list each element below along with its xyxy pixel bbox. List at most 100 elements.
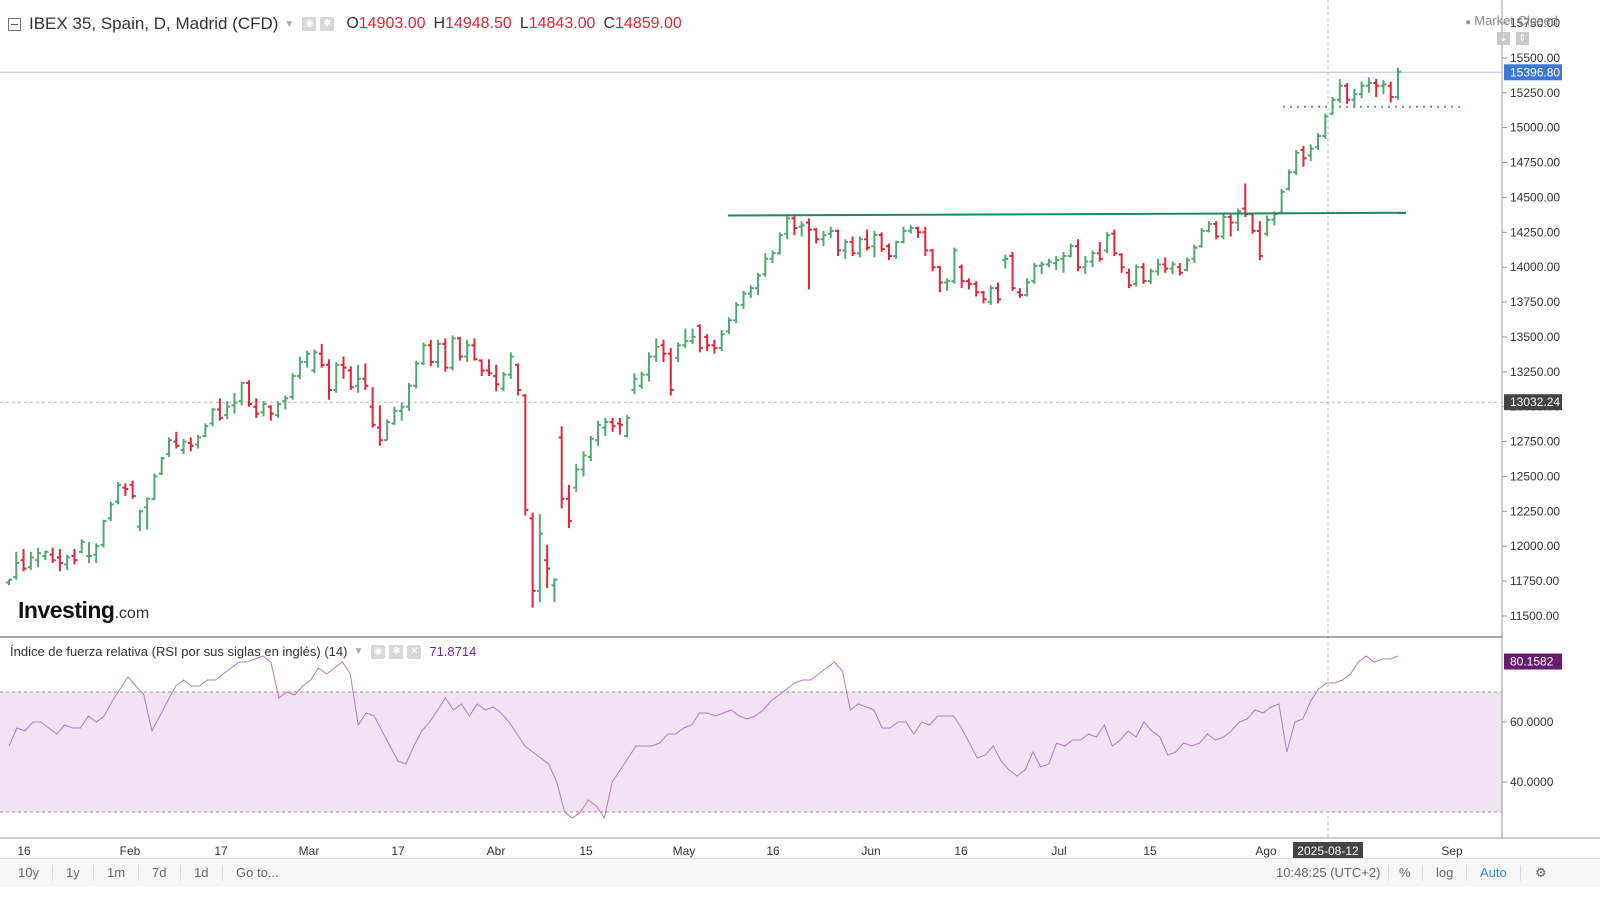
log-scale-button[interactable]: log xyxy=(1436,865,1454,880)
rsi-title[interactable]: Índice de fuerza relativa (RSI por sus s… xyxy=(10,644,348,659)
ohlc-bar xyxy=(1380,80,1387,95)
ohlc-bar xyxy=(798,221,805,237)
crosshair-price-label: 13032.24 xyxy=(1510,395,1560,409)
auto-scale-button[interactable]: Auto xyxy=(1480,865,1507,880)
ohlc-bar xyxy=(907,225,914,234)
ohlc-bar xyxy=(1089,250,1096,268)
collapse-icon[interactable] xyxy=(8,17,21,31)
ohlc-bar xyxy=(1104,232,1111,254)
ohlc-bar xyxy=(13,551,20,580)
time-tick-label: 17 xyxy=(214,844,228,858)
ohlc-bar xyxy=(202,423,209,438)
ohlc-bar xyxy=(275,401,282,418)
chevron-down-icon[interactable]: ▼ xyxy=(284,18,295,30)
range-10y-button[interactable]: 10y xyxy=(18,865,39,880)
gear-icon[interactable]: ✱ xyxy=(389,644,404,659)
ohlc-bar xyxy=(340,356,347,379)
ohlc-bar xyxy=(1205,221,1212,233)
ohlc-bar xyxy=(1220,214,1227,240)
ohlc-bar xyxy=(1031,262,1038,284)
ohlc-bar xyxy=(442,338,449,372)
ohlc-bar xyxy=(1075,239,1082,272)
ohlc-bar xyxy=(1300,145,1307,167)
close-icon[interactable]: ✕ xyxy=(407,644,422,659)
ohlc-bar xyxy=(1249,212,1256,234)
market-status-label: Market Closed xyxy=(1474,13,1558,28)
rsi-last-label: 80.1582 xyxy=(1510,655,1554,669)
ohlc-bar xyxy=(878,232,885,252)
ohlc-bar xyxy=(304,350,311,368)
range-1d-button[interactable]: 1d xyxy=(194,865,209,880)
ohlc-bar xyxy=(311,349,318,374)
ohlc-bar xyxy=(856,236,863,258)
ohlc-bar xyxy=(405,382,412,411)
ohlc-bar xyxy=(376,405,383,446)
percent-scale-button[interactable]: % xyxy=(1399,865,1411,880)
visibility-icon[interactable]: ◉ xyxy=(371,644,386,659)
ohlc-bar xyxy=(689,328,696,344)
ohlc-high-value: 14948.50 xyxy=(445,15,512,32)
ohlc-bar xyxy=(580,451,587,477)
resistance-trendline xyxy=(727,211,1407,217)
range-1m-button[interactable]: 1m xyxy=(107,865,126,880)
settings-gear-icon[interactable]: ⚙ xyxy=(1535,865,1547,880)
goto-button[interactable]: Go to... xyxy=(236,865,279,880)
gear-icon[interactable]: ✱ xyxy=(320,17,335,31)
logo-name: Investing xyxy=(18,597,115,623)
ohlc-bar xyxy=(1351,88,1358,109)
range-7d-button[interactable]: 7d xyxy=(152,865,167,880)
ohlc-bar xyxy=(776,232,783,255)
chevron-down-icon[interactable]: ▼ xyxy=(353,646,364,657)
ohlc-bar xyxy=(6,578,12,586)
range-1y-button[interactable]: 1y xyxy=(66,865,80,880)
symbol-title[interactable]: IBEX 35, Spain, D, Madrid (CFD) xyxy=(29,14,279,33)
time-tick-label: Abr xyxy=(487,844,506,858)
ohlc-bar xyxy=(362,363,369,390)
ohlc-bar xyxy=(1278,189,1285,215)
ohlc-bar xyxy=(638,371,645,389)
ohlc-bar xyxy=(1235,208,1242,231)
ohlc-bar xyxy=(158,456,165,476)
ohlc-bar xyxy=(253,398,260,418)
ohlc-bar xyxy=(1045,258,1052,268)
ohlc-bar xyxy=(595,420,602,446)
ohlc-bar xyxy=(616,417,623,435)
arrow-up-down-icon[interactable]: ⇕ xyxy=(1516,32,1529,45)
ohlc-bar xyxy=(173,431,180,449)
arrow-down-icon[interactable]: ⇣ xyxy=(1497,32,1510,45)
ohlc-bar xyxy=(1155,258,1162,276)
ohlc-bar xyxy=(1016,288,1023,298)
ohlc-bar xyxy=(333,362,340,393)
ohlc-bar xyxy=(704,334,711,351)
ohlc-bar xyxy=(216,398,223,421)
ohlc-bar xyxy=(784,214,791,240)
price-tick-label: 13500.00 xyxy=(1510,330,1560,344)
ohlc-bar xyxy=(355,364,362,393)
time-tick-label: Jun xyxy=(861,844,880,858)
ohlc-bar xyxy=(711,339,718,354)
ohlc-bar xyxy=(1140,262,1147,284)
price-tick-label: 11500.00 xyxy=(1510,609,1559,623)
ohlc-bar xyxy=(696,324,703,353)
ohlc-bar xyxy=(820,230,827,247)
ohlc-bar xyxy=(565,484,572,529)
visibility-icon[interactable]: ◉ xyxy=(302,17,317,31)
rsi-tick-label: 60.0000 xyxy=(1510,715,1554,729)
ohlc-bar xyxy=(93,543,100,563)
annotations-layer[interactable] xyxy=(727,105,1460,217)
time-tick-label: 16 xyxy=(17,844,31,858)
last-price-label: 15396.80 xyxy=(1510,65,1560,79)
ohlc-bar xyxy=(849,236,856,257)
price-tick-label: 12250.00 xyxy=(1510,504,1560,518)
time-tick-label: Sep xyxy=(1441,844,1463,858)
ohlc-low-value: 14843.00 xyxy=(528,15,596,32)
clock-readout[interactable]: 10:48:25 (UTC+2) xyxy=(1276,865,1381,880)
ohlc-bar xyxy=(980,290,987,304)
ohlc-bar xyxy=(682,328,689,349)
ohlc-open-value: 14903.00 xyxy=(358,15,426,32)
price-tick-label: 12000.00 xyxy=(1510,539,1560,553)
ohlc-bar xyxy=(835,229,842,257)
ohlc-bar xyxy=(871,230,878,258)
ohlc-close-label: C xyxy=(603,15,616,32)
